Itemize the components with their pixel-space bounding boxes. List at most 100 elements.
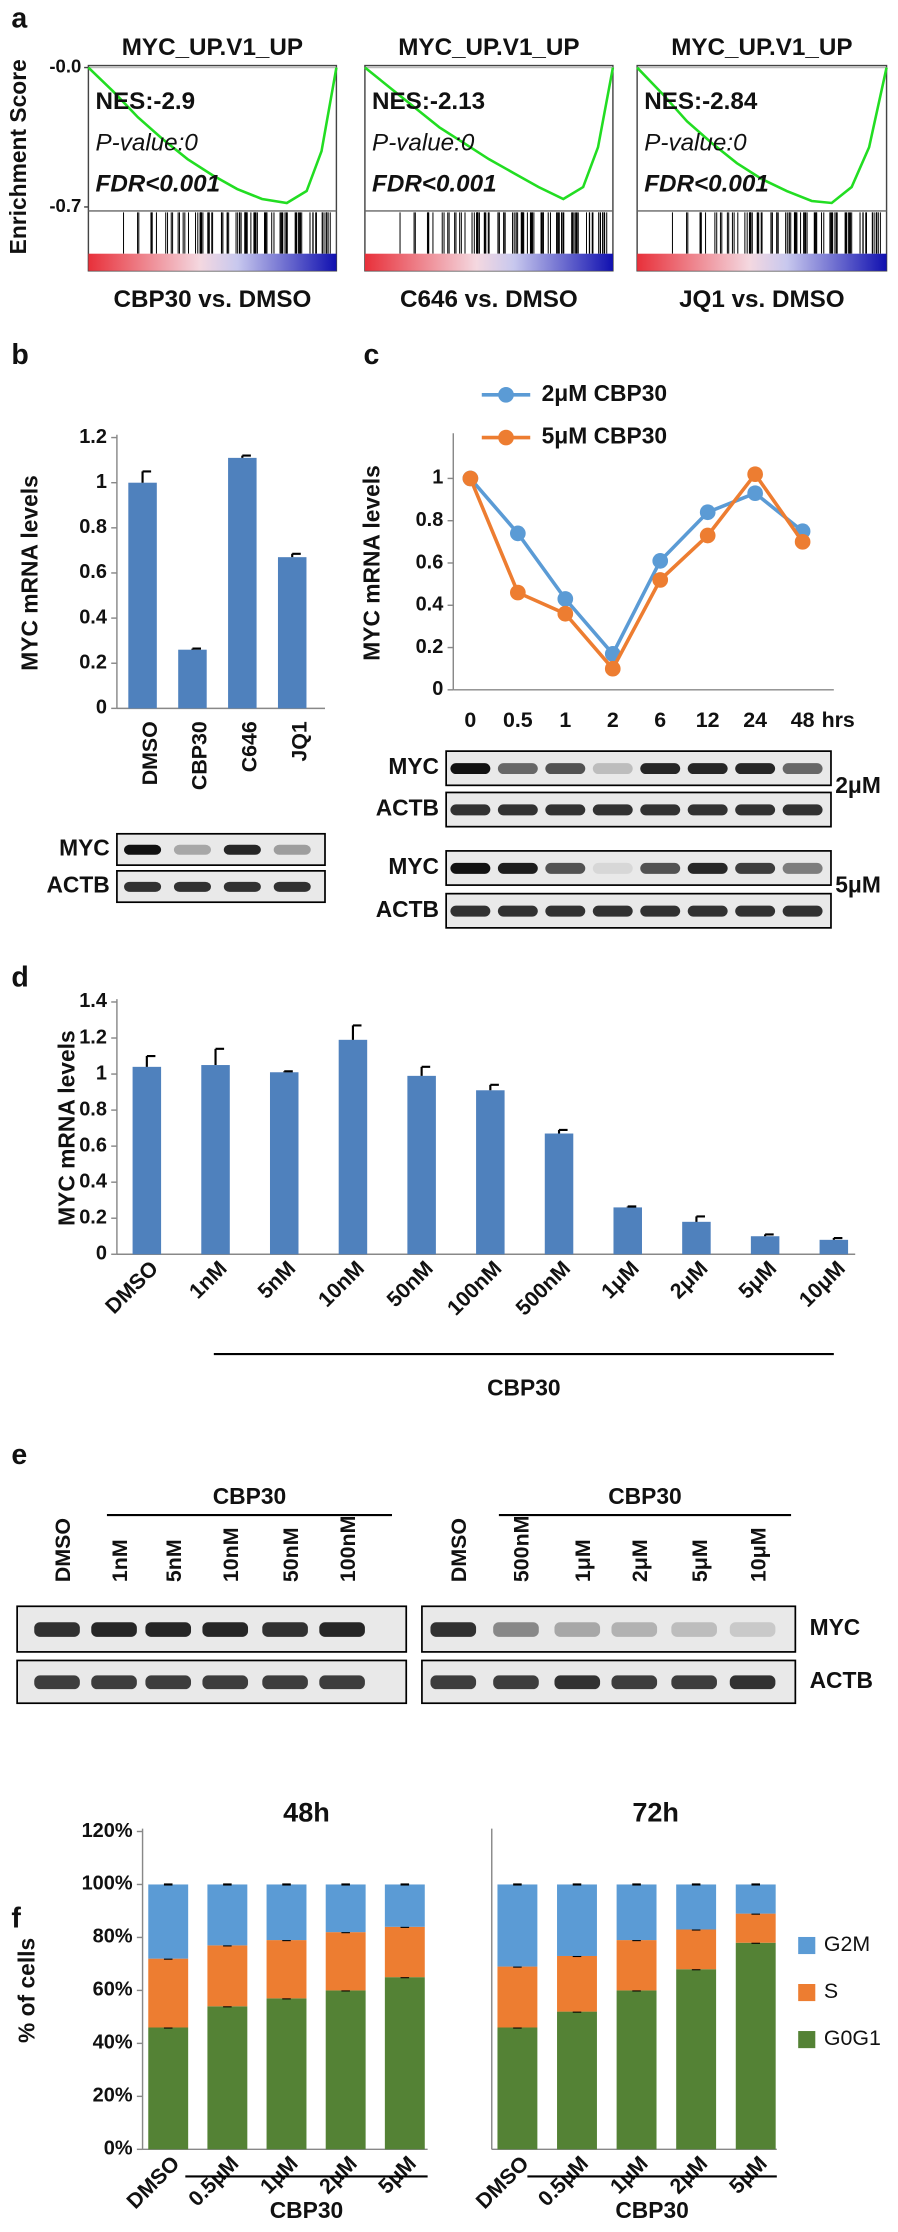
- bar-segment: [735, 1913, 776, 1943]
- band: [202, 1675, 249, 1690]
- bar-segment: [325, 1990, 366, 2150]
- band: [671, 1675, 717, 1690]
- annotation: P-value:0: [644, 129, 747, 156]
- bar-segment: [325, 1932, 366, 1991]
- x-axis-label: C646 vs. DMSO: [400, 286, 578, 313]
- bar-segment: [676, 1969, 717, 2150]
- band: [687, 763, 728, 775]
- bar-segment: [266, 1884, 307, 1941]
- bar: [201, 1065, 230, 1255]
- bar-segment: [616, 1884, 657, 1941]
- error-bar: [141, 470, 152, 483]
- lane-label: 50nM: [279, 1527, 303, 1582]
- y-tick-label: 0: [96, 1243, 107, 1265]
- rank-color-bar: [637, 253, 887, 271]
- point: [604, 660, 621, 677]
- x-tick-label: 1μM: [597, 1256, 644, 1303]
- x-tick-label: C646: [238, 721, 262, 772]
- y-tick-label: 1: [96, 1062, 107, 1084]
- band: [545, 862, 586, 874]
- error-bar: [832, 1236, 843, 1240]
- band: [450, 905, 491, 917]
- band: [202, 1622, 249, 1637]
- y-axis-label: MYC mRNA levels: [16, 475, 42, 671]
- point: [510, 525, 526, 542]
- lane-label: 1nM: [108, 1539, 132, 1582]
- band: [782, 905, 823, 917]
- panel-label: f: [11, 1902, 21, 1934]
- band: [729, 1622, 776, 1637]
- band: [735, 862, 776, 874]
- y-tick-label: 0.8: [416, 509, 444, 531]
- point: [652, 572, 669, 588]
- y-tick-label: 0%: [104, 2138, 133, 2160]
- bar-segment: [557, 1884, 597, 1956]
- lane-label: 10μM: [746, 1527, 770, 1582]
- blot-row-label: MYC: [388, 753, 439, 779]
- x-tick-label: 2μM: [665, 1256, 712, 1303]
- band: [34, 1622, 80, 1637]
- y-tick-label: 0.4: [79, 606, 107, 628]
- error-bar: [695, 1215, 705, 1222]
- point: [652, 553, 669, 569]
- band: [640, 862, 681, 874]
- point: [699, 504, 716, 521]
- band: [145, 1622, 192, 1637]
- bar-segment: [148, 1958, 189, 2028]
- y-tick-label: 20%: [93, 2085, 133, 2107]
- band: [262, 1675, 308, 1690]
- x-tick-label: 48: [791, 708, 815, 732]
- band: [545, 905, 586, 917]
- y-tick-label: 0.8: [79, 516, 107, 538]
- y-tick-label: 0.4: [79, 1170, 107, 1192]
- bar: [544, 1133, 574, 1255]
- blot-row-label: ACTB: [810, 1667, 873, 1693]
- bar-segment: [384, 1884, 425, 1927]
- annotation: NES:-2.13: [372, 88, 485, 115]
- panel-label: d: [11, 962, 28, 994]
- band: [687, 862, 728, 874]
- dose-label: 2μM: [835, 772, 881, 798]
- band: [592, 763, 633, 775]
- enrichment-curve: [364, 66, 615, 201]
- lane-label: DMSO: [51, 1518, 75, 1582]
- bar-segment: [616, 1940, 657, 1991]
- bar-segment: [676, 1929, 717, 1970]
- y-axis-label: Enrichment Score: [5, 59, 31, 254]
- legend-swatch: [798, 1936, 816, 1955]
- bar-segment: [497, 1966, 538, 2028]
- bar-segment: [497, 2027, 538, 2150]
- band: [450, 862, 491, 874]
- blot-row-label: MYC: [388, 853, 439, 879]
- x-tick-label: 5nM: [253, 1256, 300, 1303]
- band: [554, 1675, 601, 1690]
- band: [687, 804, 728, 816]
- y-tick-label: 100%: [82, 1873, 133, 1895]
- x-axis-label: CBP30 vs. DMSO: [113, 286, 311, 313]
- bar-segment: [735, 1942, 776, 2150]
- legend-marker: [498, 386, 514, 403]
- error-bar: [626, 1205, 637, 1208]
- x-tick-label: DMSO: [138, 721, 162, 785]
- panel-label: a: [11, 2, 28, 34]
- x-tick-label: CBP30: [188, 721, 212, 790]
- bar-segment: [148, 1884, 189, 1959]
- y-tick-label: 1.2: [79, 1026, 107, 1048]
- y-tick-label: 120%: [82, 1820, 133, 1842]
- error-bar: [145, 1054, 156, 1067]
- x-tick-label: 1μM: [605, 2151, 652, 2198]
- point: [557, 591, 574, 607]
- bar-segment: [384, 1926, 425, 1978]
- y-axis-label: MYC mRNA levels: [53, 1030, 79, 1226]
- bar: [132, 1066, 162, 1255]
- bar: [476, 1090, 505, 1255]
- bar: [407, 1075, 436, 1255]
- point: [462, 470, 479, 487]
- error-bar: [764, 1233, 774, 1237]
- lane-label: 5μM: [688, 1539, 712, 1582]
- bar-segment: [266, 1998, 307, 2150]
- legend-swatch: [798, 2031, 816, 2049]
- error-bar: [191, 647, 201, 650]
- point: [510, 584, 526, 601]
